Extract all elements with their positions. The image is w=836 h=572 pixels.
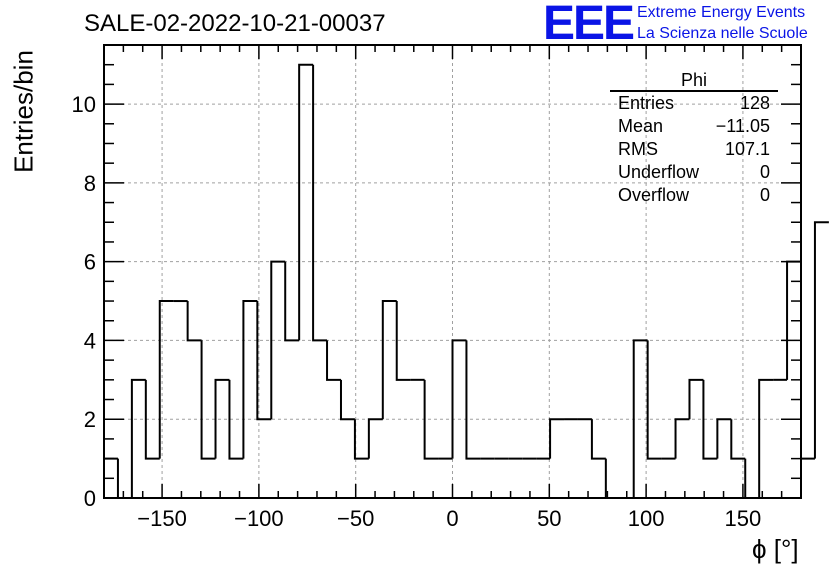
histogram-bin	[716, 418, 732, 459]
y-tick-label: 10	[72, 92, 96, 117]
histogram-bin	[312, 64, 328, 342]
histogram-bin	[800, 261, 815, 460]
x-tick-label: 50	[537, 506, 561, 531]
histogram-bin	[228, 379, 244, 460]
stats-value: 107.1	[724, 139, 770, 159]
y-axis-label: Entries/bin	[8, 50, 39, 173]
histogram-bin	[367, 418, 383, 459]
x-tick-label: 150	[725, 506, 762, 531]
histogram-bin	[590, 419, 606, 460]
x-axis-label: ϕ [°]	[752, 534, 799, 564]
stats-box: Phi Entries 128 Mean −11.05 RMS 107.1 Un…	[610, 70, 778, 207]
stats-name: Phi	[610, 70, 778, 92]
histogram-bin	[158, 300, 174, 459]
x-tick-label: 0	[446, 506, 458, 531]
histogram-bin	[284, 261, 300, 342]
stats-value: 0	[759, 185, 770, 205]
histogram-bin	[214, 378, 230, 459]
histogram-bin	[632, 339, 648, 498]
x-tick-label: −150	[137, 506, 187, 531]
histogram-bin	[674, 418, 690, 459]
histogram-bin	[702, 379, 718, 460]
stats-row-mean: Mean −11.05	[610, 115, 778, 138]
histogram-bin	[200, 340, 216, 460]
tick-labels: −150 −100 −50 0 50 100 150 0 2 4 6 8 10	[72, 92, 762, 531]
stats-label: Entries	[618, 93, 675, 113]
histogram-bin	[646, 340, 662, 460]
histogram-bin	[270, 260, 286, 420]
y-tick-label: 8	[84, 171, 96, 196]
y-tick-label: 6	[84, 250, 96, 275]
chart-title: SALE-02-2022-10-21-00037	[84, 10, 386, 37]
logo-line-2: La Scienza nelle Scuole	[637, 25, 808, 42]
histogram-bin	[423, 379, 439, 460]
histogram-bin	[549, 418, 565, 459]
histogram-bin	[339, 379, 355, 421]
axis-ticks	[103, 44, 802, 499]
stats-row-overflow: Overflow 0	[610, 184, 778, 207]
logo-line-1: Extreme Energy Events	[637, 4, 806, 21]
histogram-bin	[744, 458, 760, 499]
x-tick-label: −100	[234, 506, 284, 531]
histogram-bin	[381, 300, 397, 420]
stats-row-rms: RMS 107.1	[610, 138, 778, 161]
stats-value: 0	[759, 162, 770, 182]
histogram-bin	[395, 301, 411, 381]
histogram-bin	[813, 221, 829, 459]
x-tick-label: −50	[337, 506, 374, 531]
histogram-bin	[451, 339, 467, 459]
stats-value: 128	[739, 93, 770, 113]
stats-row-underflow: Underflow 0	[610, 161, 778, 184]
histogram-bin	[116, 458, 132, 499]
stats-label: Underflow	[618, 162, 700, 182]
histogram-bin	[688, 378, 704, 420]
histogram-bin	[186, 301, 202, 342]
stats-label: Overflow	[618, 185, 690, 205]
histogram-bin	[730, 419, 746, 460]
histogram-bin	[353, 419, 369, 460]
histogram-bin	[144, 379, 160, 460]
x-tick-label: 100	[628, 506, 665, 531]
stats-label: RMS	[618, 139, 658, 159]
y-tick-label: 2	[84, 407, 96, 432]
histogram-bin	[465, 340, 481, 460]
histogram-bin	[130, 378, 146, 498]
eee-logo: EEE	[543, 0, 635, 50]
histogram-bin	[256, 301, 272, 421]
histogram-bin	[298, 63, 314, 341]
stats-row-entries: Entries 128	[610, 92, 778, 115]
stats-label: Mean	[618, 116, 664, 136]
histogram-bin	[326, 340, 341, 381]
histogram-bin	[758, 378, 774, 498]
histogram-bin	[242, 300, 258, 459]
stats-value: −11.05	[715, 116, 770, 136]
y-tick-label: 0	[84, 486, 96, 511]
y-tick-label: 4	[84, 328, 96, 353]
